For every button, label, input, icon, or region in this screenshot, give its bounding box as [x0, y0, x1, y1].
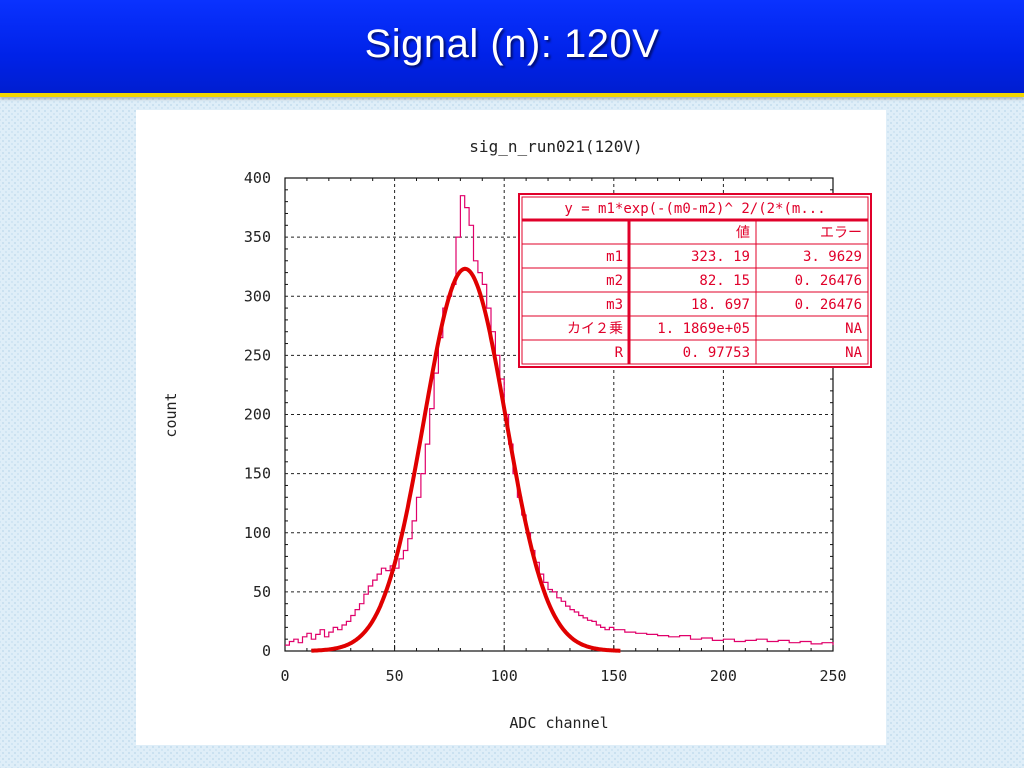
fit-param-value: 1. 1869e+05 — [657, 321, 750, 337]
fit-param-name: m2 — [606, 273, 623, 289]
y-tick-label: 350 — [244, 228, 271, 246]
fit-param-name: m3 — [606, 297, 623, 313]
y-tick-label: 200 — [244, 406, 271, 424]
fit-param-name: m1 — [606, 249, 623, 265]
fit-param-error: 3. 9629 — [803, 249, 862, 265]
y-tick-label: 50 — [253, 583, 271, 601]
fit-param-value: 0. 97753 — [683, 345, 750, 361]
fit-param-error: NA — [845, 345, 862, 361]
x-tick-label: 0 — [280, 667, 289, 685]
fit-param-value: 323. 19 — [691, 249, 750, 265]
y-tick-label: 300 — [244, 287, 271, 305]
slide-title-bar: Signal (n): 120V — [0, 0, 1024, 97]
fit-col-value-header: 値 — [736, 225, 750, 241]
fit-param-name: R — [615, 345, 624, 361]
y-tick-label: 0 — [262, 642, 271, 660]
y-axis-label: count — [162, 392, 180, 437]
x-tick-label: 150 — [600, 667, 627, 685]
x-tick-label: 250 — [819, 667, 846, 685]
plot-panel: sig_n_run021(120V) ADC channel count 0 50… — [136, 110, 886, 745]
x-tick-label: 100 — [491, 667, 518, 685]
fit-param-error: 0. 26476 — [795, 297, 862, 313]
tick-labels: 0 50 100 150 200 250 0 50 100 150 200 250 300 350 400 — [244, 169, 847, 685]
histogram-series-line — [285, 195, 834, 646]
fit-curve-line — [310, 266, 622, 653]
x-tick-label: 50 — [386, 667, 404, 685]
fit-box-frame — [518, 193, 872, 368]
y-tick-label: 100 — [244, 524, 271, 542]
fit-col-error-header: エラー — [820, 225, 862, 241]
y-tick-label: 250 — [244, 346, 271, 364]
fit-param-error: 0. 26476 — [795, 273, 862, 289]
fit-parameter-box: y = m1*exp(-(m0-m2)^ 2/(2*(m... 値 エラー m1 323… — [518, 193, 872, 368]
y-tick-label: 150 — [244, 465, 271, 483]
chart-title: sig_n_run021(120V) — [469, 137, 642, 156]
y-tick-label: 400 — [244, 169, 271, 187]
series-layer — [285, 195, 834, 653]
x-axis-label: ADC channel — [509, 714, 608, 732]
x-tick-label: 200 — [710, 667, 737, 685]
fit-param-value: 82. 15 — [699, 273, 750, 289]
fit-param-error: NA — [845, 321, 862, 337]
fit-box-inner-frame — [521, 196, 869, 365]
fit-param-value: 18. 697 — [691, 297, 750, 313]
histogram-chart: sig_n_run021(120V) ADC channel count 0 50… — [162, 137, 872, 732]
fit-box-header: y = m1*exp(-(m0-m2)^ 2/(2*(m... — [564, 201, 825, 217]
slide-title: Signal (n): 120V — [364, 22, 660, 66]
fit-param-name: カイ２乗 — [567, 321, 623, 337]
